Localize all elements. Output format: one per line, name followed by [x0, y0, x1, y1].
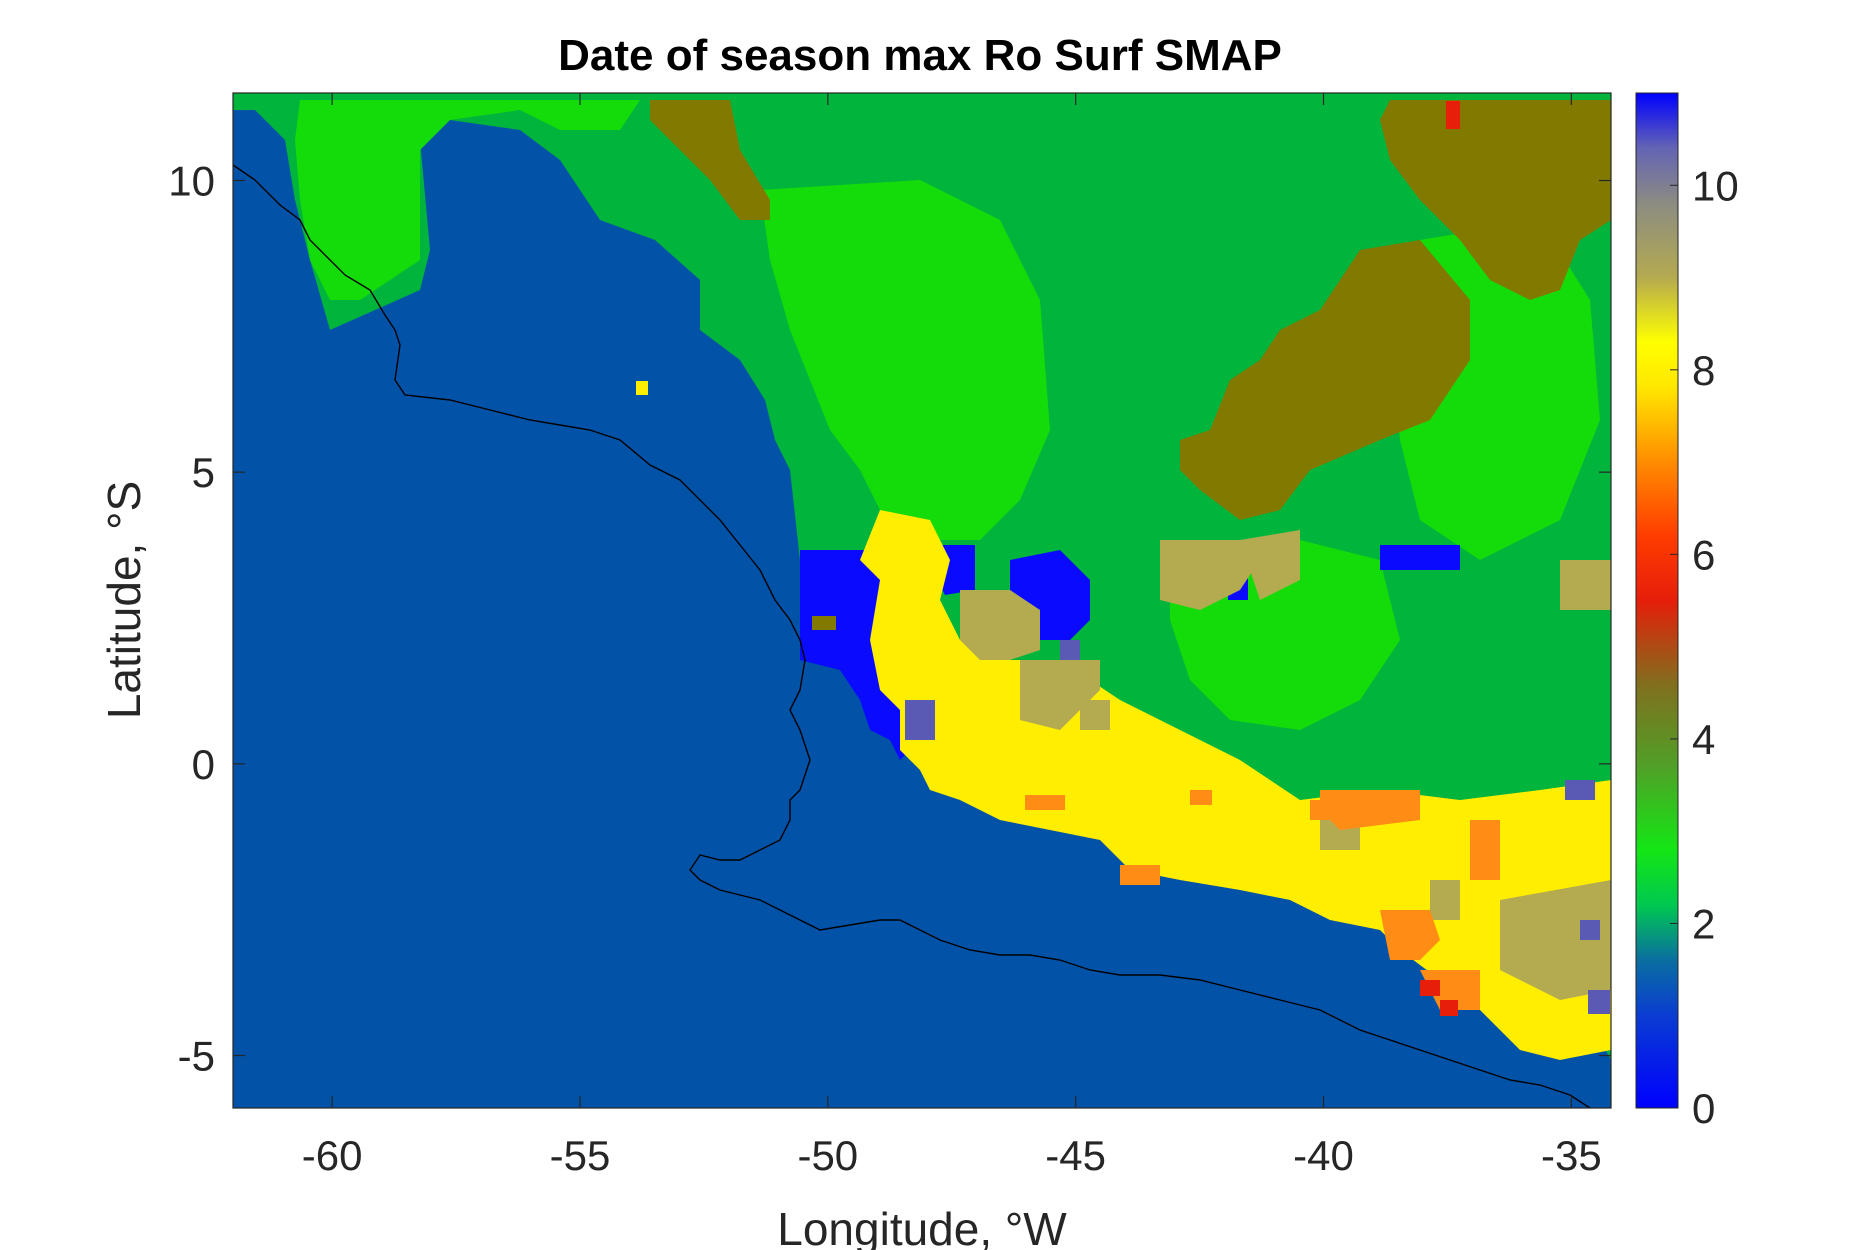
y-tick-label: -5 [178, 1033, 215, 1080]
colorbar-tick-label: 6 [1692, 531, 1715, 578]
region-khaki-f [1560, 560, 1611, 610]
colorbar-gradient [1635, 92, 1679, 1109]
region-khaki-d [1240, 530, 1300, 600]
plot-frame [232, 92, 1612, 1109]
region-olive-nw [650, 100, 770, 220]
region-yellow-cell [636, 381, 648, 395]
x-tick-label: -55 [550, 1132, 611, 1179]
x-axis: -60 -55 -50 -45 -40 -35 [302, 93, 1602, 1179]
colorbar-tick-label: 10 [1692, 162, 1739, 209]
data-region-layer [233, 93, 1611, 1108]
region-khaki-a [960, 590, 1040, 660]
colorbar-tick-label: 4 [1692, 716, 1715, 763]
region-khaki-e [1500, 880, 1611, 1000]
x-tick-label: -45 [1045, 1132, 1106, 1179]
region-olive-ridge [1180, 240, 1470, 520]
x-axis-label: Longitude, °W [777, 1203, 1067, 1250]
region-bluegrey-cell [1580, 920, 1600, 940]
region-bluegrey-cell [905, 700, 935, 740]
chart-title: Date of season max Ro Surf SMAP [558, 31, 1282, 80]
y-axis: -5 0 5 10 [168, 158, 1611, 1080]
region-red-cell [1420, 980, 1440, 996]
region-bluegrey-cell [1565, 780, 1595, 800]
region-light-green-center [760, 180, 1050, 540]
region-orange-b [1470, 820, 1500, 880]
y-tick-label: 10 [168, 158, 215, 205]
region-orange-cell [1190, 790, 1212, 805]
x-tick-label: -40 [1293, 1132, 1354, 1179]
region-orange-cell [1025, 795, 1065, 810]
colorbar-tick-label: 0 [1692, 1085, 1715, 1132]
region-khaki-b [1020, 660, 1100, 730]
region-orange-cell [1310, 800, 1332, 820]
x-tick-label: -35 [1541, 1132, 1602, 1179]
colorbar-tick-label: 8 [1692, 347, 1715, 394]
region-blue-east [1380, 545, 1460, 570]
region-red-cell [1446, 101, 1460, 129]
x-tick-label: -60 [302, 1132, 363, 1179]
colorbar: 0 2 4 6 8 10 [1635, 92, 1739, 1132]
region-olive-ne [1380, 100, 1611, 300]
region-orange-a [1320, 790, 1420, 830]
region-red-cell [1440, 1000, 1458, 1016]
plot-area [232, 92, 1612, 1109]
x-tick-label: -50 [797, 1132, 858, 1179]
colorbar-tick-label: 2 [1692, 900, 1715, 947]
region-khaki-cell [1080, 700, 1110, 730]
region-khaki-cell [1430, 880, 1460, 920]
region-orange-c [1380, 910, 1440, 960]
region-bluegrey-cell [1060, 640, 1080, 660]
colorbar-ticks: 0 2 4 6 8 10 [1670, 162, 1739, 1132]
region-light-green-nw [295, 100, 640, 300]
y-tick-label: 5 [192, 449, 215, 496]
coastline [233, 164, 1591, 1108]
region-orange-cell [1120, 865, 1160, 885]
region-olive-cell [812, 616, 836, 630]
region-bluegrey-cell [1588, 990, 1610, 1014]
y-tick-label: 0 [192, 741, 215, 788]
region-khaki-c [1160, 540, 1260, 610]
y-axis-label: Latitude, °S [98, 481, 150, 719]
